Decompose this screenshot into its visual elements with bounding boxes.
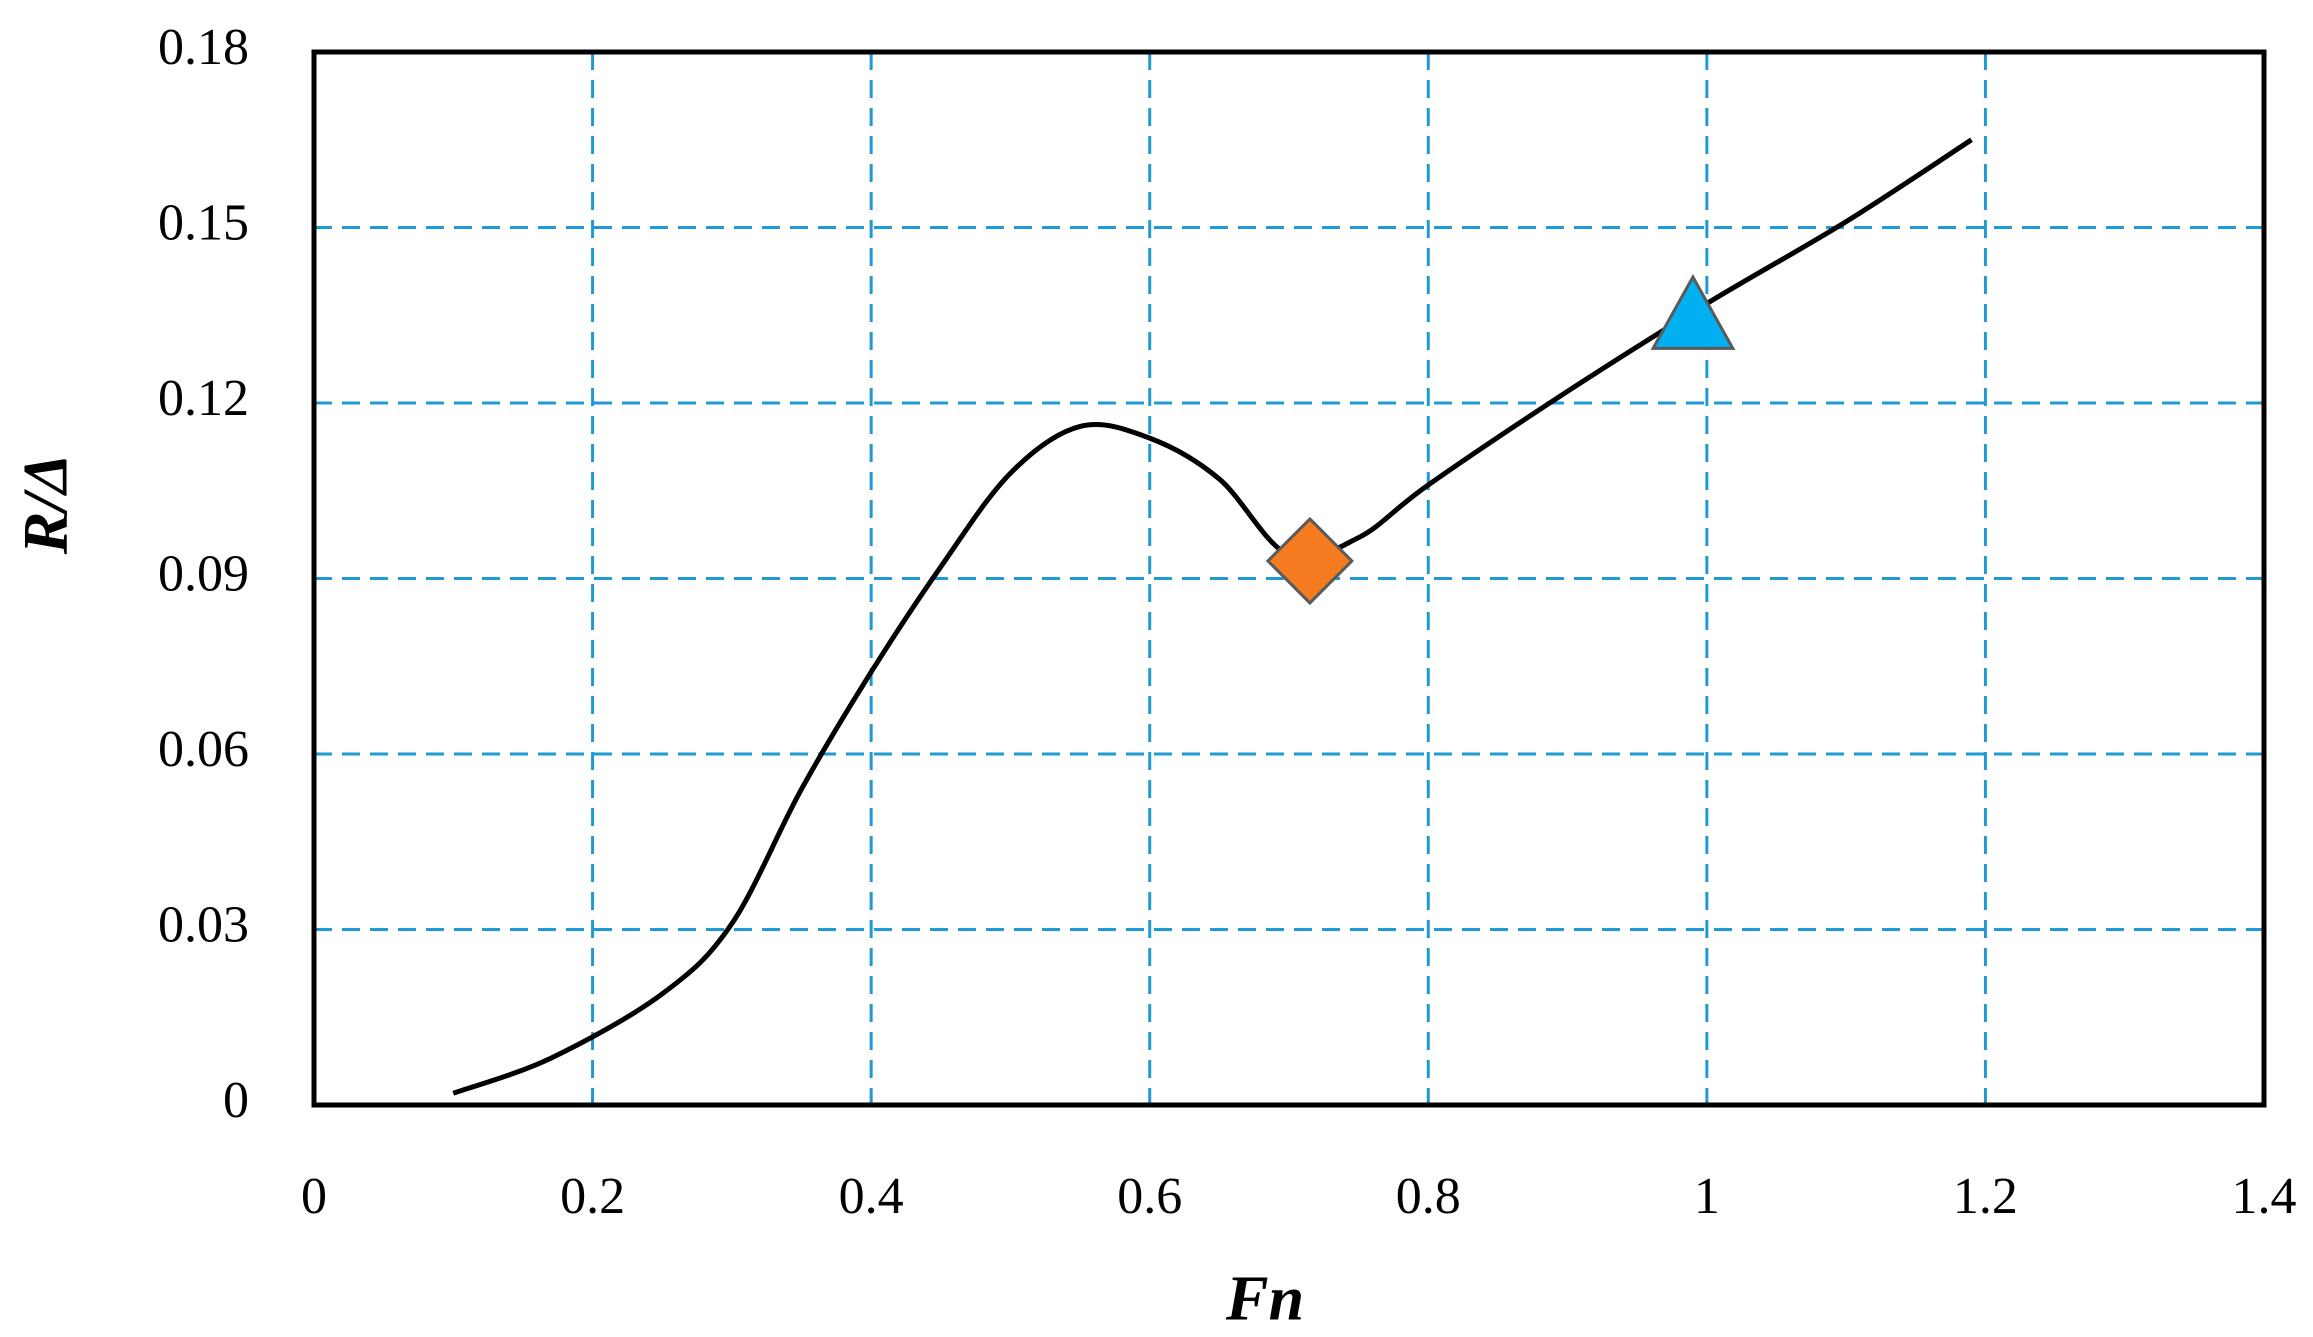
- x-tick-label: 0: [301, 1168, 327, 1225]
- y-axis-title: R/Δ: [10, 454, 81, 556]
- y-tick-label: 0.06: [158, 721, 249, 778]
- plot-frame: [311, 49, 2267, 1108]
- line: [452, 137, 1973, 1096]
- marker: [1650, 273, 1736, 350]
- y-tick-label: 0.12: [158, 370, 249, 427]
- y-tick-label: 0.18: [158, 19, 249, 76]
- y-tick-label: 0.15: [158, 194, 249, 251]
- x-tick-label: 1.2: [1953, 1168, 2018, 1225]
- y-tick-label: 0.09: [158, 545, 249, 602]
- x-axis-title: Fn: [1225, 1263, 1304, 1334]
- x-tick-label: 1: [1694, 1168, 1720, 1225]
- y-tick-label: 0.03: [158, 896, 249, 953]
- y-tick-label: 0: [223, 1072, 249, 1129]
- x-tick-label: 0.6: [1117, 1168, 1182, 1225]
- x-tick-label: 0.8: [1396, 1168, 1461, 1225]
- x-tick-label: 0.2: [560, 1168, 625, 1225]
- x-tick-label: 0.4: [839, 1168, 904, 1225]
- marker: [1265, 516, 1355, 606]
- x-tick-label: 1.4: [2232, 1168, 2297, 1225]
